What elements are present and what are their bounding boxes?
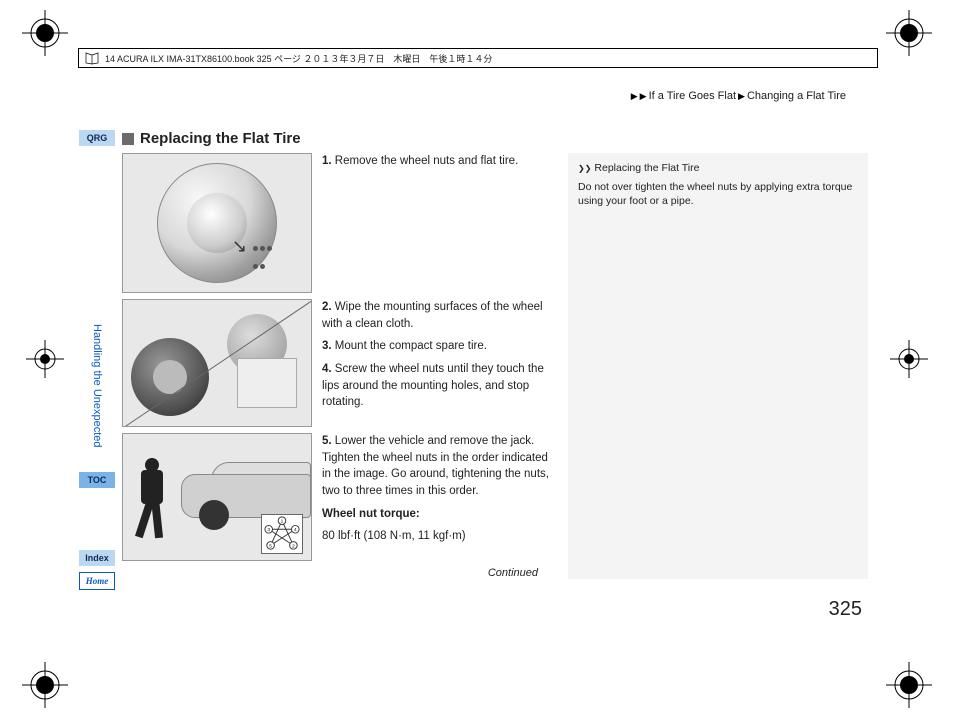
nav-index-button[interactable]: Index (79, 550, 115, 566)
left-column: ↘ 1. Remove the wheel nuts and flat tire… (122, 153, 554, 579)
figure-tire-removal: ↘ (122, 153, 312, 293)
triangle-icon: ▶ (738, 91, 745, 102)
step-number: 5. (322, 435, 332, 447)
page-content: Replacing the Flat Tire ↘ 1. Remove (122, 130, 882, 579)
breadcrumb-b: Changing a Flat Tire (747, 90, 846, 102)
breadcrumb-a: If a Tire Goes Flat (649, 90, 736, 102)
arrow-icon: ↘ (232, 236, 247, 257)
side-note-body: Do not over tighten the wheel nuts by ap… (578, 180, 858, 209)
figure-wipe-mount (122, 299, 312, 427)
wheel-nuts-icon (252, 239, 273, 275)
step-text: Remove the wheel nuts and flat tire. (335, 155, 518, 167)
step-text: Lower the vehicle and remove the jack. T… (322, 435, 549, 497)
torque-label: Wheel nut torque: (322, 506, 554, 523)
page-number: 325 (829, 595, 862, 623)
continued-label: Continued (122, 567, 554, 579)
svg-text:4: 4 (294, 527, 297, 533)
cropmark-mid-right (886, 336, 932, 382)
step-text: Mount the compact spare tire. (335, 340, 487, 352)
cropmark-top-left (22, 10, 68, 56)
double-chevron-icon: ❯❯ (578, 163, 591, 174)
print-job-line: 14 ACURA ILX IMA-31TX86100.book 325 ページ … (78, 48, 878, 68)
nav-toc-button[interactable]: TOC (79, 472, 115, 488)
triangle-icon: ▶ (640, 91, 647, 102)
svg-text:1: 1 (281, 519, 284, 525)
cropmark-mid-left (22, 336, 68, 382)
triangle-icon: ▶ (631, 91, 638, 102)
step-text: Wipe the mounting surfaces of the wheel … (322, 301, 543, 330)
nav-qrg-button[interactable]: QRG (79, 130, 115, 146)
cropmark-bottom-left (22, 662, 68, 708)
breadcrumb: ▶ ▶ If a Tire Goes Flat ▶ Changing a Fla… (631, 90, 846, 102)
side-note-title: Replacing the Flat Tire (594, 161, 699, 176)
torque-value: 80 lbf·ft (108 N·m, 11 kgf·m) (322, 528, 554, 545)
section-title: Replacing the Flat Tire (140, 130, 301, 147)
section-square-icon (122, 133, 134, 145)
svg-text:2: 2 (292, 543, 295, 549)
cropmark-bottom-right (886, 662, 932, 708)
print-job-text: 14 ACURA ILX IMA-31TX86100.book 325 ページ … (105, 52, 492, 65)
step-number: 2. (322, 301, 332, 313)
svg-text:3: 3 (267, 527, 270, 533)
svg-text:5: 5 (269, 543, 272, 549)
figure-lower-vehicle: 1 4 2 5 3 (122, 433, 312, 561)
step-number: 3. (322, 340, 332, 352)
section-vertical-label: Handling the Unexpected (91, 324, 103, 464)
book-icon (85, 51, 99, 65)
step-number: 1. (322, 155, 332, 167)
nut-order-diagram: 1 4 2 5 3 (261, 514, 303, 554)
cropmark-top-right (886, 10, 932, 56)
nav-home-button[interactable]: Home (79, 572, 115, 590)
side-note: ❯❯ Replacing the Flat Tire Do not over t… (568, 153, 868, 579)
step-text: Screw the wheel nuts until they touch th… (322, 363, 544, 408)
sidebar-nav: QRG Handling the Unexpected TOC Index Ho… (78, 130, 116, 596)
step-number: 4. (322, 363, 332, 375)
